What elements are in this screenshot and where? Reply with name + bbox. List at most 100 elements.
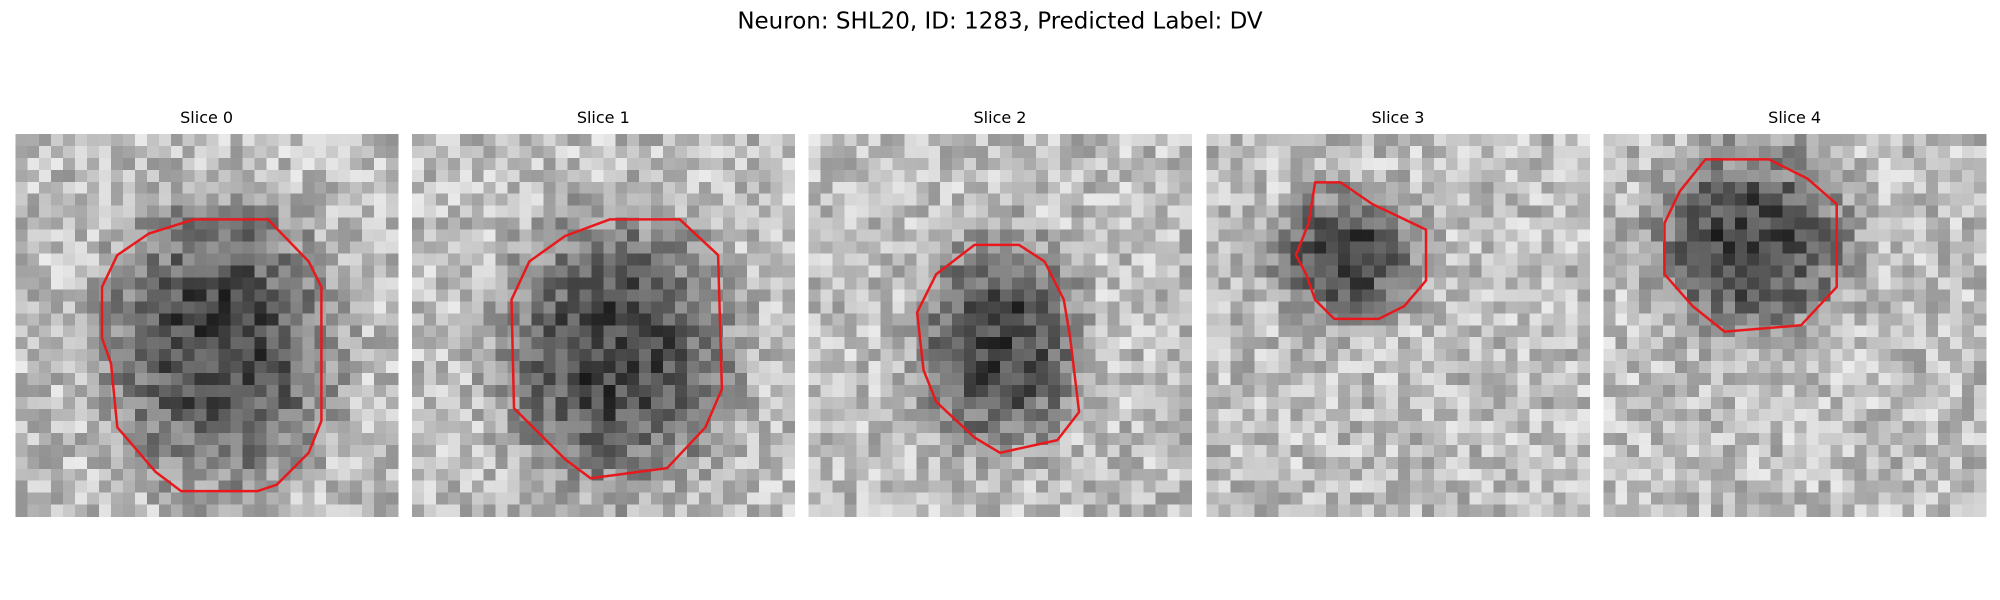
pixel [218,349,232,362]
pixel [459,181,473,195]
pixel [856,397,869,410]
pixel [1457,313,1471,326]
pixel [1290,397,1303,410]
pixel [844,253,858,266]
pixel [471,217,485,231]
pixel [326,492,339,506]
pixel [1143,456,1156,470]
pixel [579,253,592,266]
pixel [1155,349,1168,362]
pixel [63,241,76,255]
pixel [1902,397,1915,410]
pixel [1770,241,1784,255]
pixel [146,157,160,171]
pixel [447,408,461,422]
pixel [1445,397,1459,410]
pixel [1242,337,1255,350]
pixel [194,313,208,326]
pixel [1179,337,1192,350]
pixel [290,205,303,219]
pixel [1842,157,1855,171]
pixel [1517,157,1530,171]
pixel [1143,361,1156,374]
pixel [15,265,28,278]
pixel [1218,373,1232,386]
pixel [1565,277,1578,290]
pixel [1059,456,1073,470]
pixel [1734,432,1748,446]
pixel [146,349,160,362]
pixel [663,193,676,207]
pixel [1218,349,1232,362]
pixel [1095,385,1109,398]
pixel [483,145,497,159]
pixel [1794,397,1808,410]
pixel [1397,193,1411,207]
pixel [1290,325,1303,338]
pixel [1119,349,1133,362]
pixel [1374,408,1387,422]
pixel [976,301,989,314]
pixel [710,480,724,494]
pixel [230,217,244,231]
pixel [567,337,580,350]
pixel [87,217,100,231]
pixel [1902,313,1915,326]
pixel [75,265,88,278]
pixel [471,444,485,458]
pixel [663,337,676,350]
pixel [1179,361,1192,374]
pixel [1071,241,1085,255]
pixel [1242,397,1255,410]
pixel [1119,480,1133,494]
pixel [1794,444,1808,458]
pixel [290,145,303,159]
pixel [194,492,208,506]
pixel [290,277,303,290]
pixel [591,229,604,243]
pixel [976,133,989,147]
pixel [555,229,568,243]
pixel [856,301,869,314]
pixel [1603,313,1616,326]
pixel [1687,313,1700,326]
pixel [1167,456,1180,470]
pixel [218,385,232,398]
pixel [1397,504,1411,518]
pixel [1023,181,1037,195]
pixel [892,301,905,314]
pixel [1143,504,1156,518]
pixel [567,492,580,506]
pixel [1374,193,1387,207]
pixel [1278,385,1291,398]
pixel [75,480,88,494]
pixel [386,133,399,147]
pixel [1541,444,1554,458]
pixel [832,325,846,338]
pixel [758,229,772,243]
pixel [1290,385,1303,398]
pixel [880,420,893,434]
pixel [603,301,616,314]
pixel [483,361,497,374]
pixel [1242,265,1255,278]
pixel [230,504,244,518]
pixel [1083,337,1097,350]
pixel [1481,265,1495,278]
pixel [1457,337,1471,350]
pixel [1565,444,1578,458]
pixel [1242,385,1255,398]
pixel [146,241,160,255]
pixel [1071,193,1085,207]
pixel [1119,432,1133,446]
pixel [87,504,100,518]
pixel [51,456,64,470]
pixel [1974,217,1987,231]
pixel [1409,397,1423,410]
pixel [242,253,255,266]
pixel [194,193,208,207]
pixel [603,241,616,255]
pixel [1107,253,1121,266]
pixel [1675,313,1688,326]
pixel [134,397,148,410]
